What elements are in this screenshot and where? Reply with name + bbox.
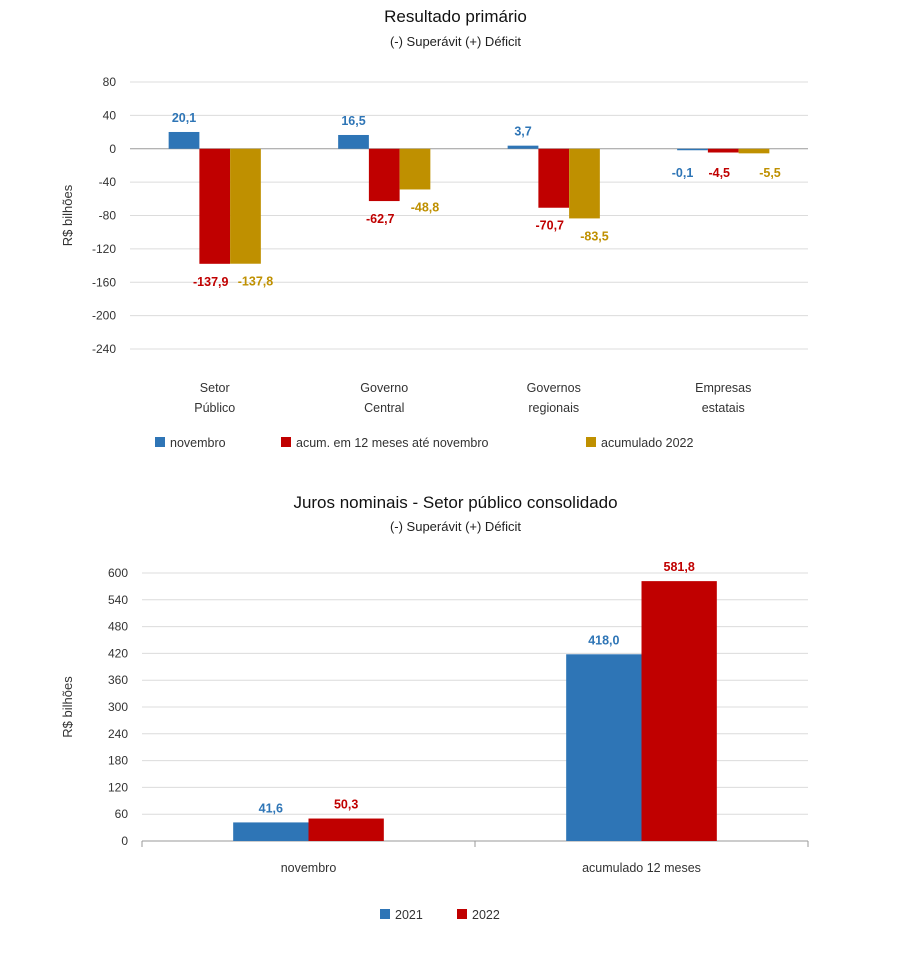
category-label: Central — [364, 401, 404, 415]
bar-2022 — [641, 581, 717, 841]
data-label: 581,8 — [664, 560, 695, 574]
legend-swatch — [457, 909, 467, 919]
category-label: regionais — [528, 401, 579, 415]
data-label: 3,7 — [514, 125, 531, 139]
chart-subtitle: (-) Superávit (+) Déficit — [390, 519, 521, 534]
y-tick-label: 40 — [103, 108, 117, 122]
legend-label: novembro — [170, 436, 226, 450]
y-tick-label: 420 — [108, 646, 128, 660]
bar-acum-em-12-meses-at-novembro — [538, 148, 570, 208]
bar-novembro — [338, 134, 369, 149]
y-tick-label: -200 — [92, 309, 116, 323]
data-label: 16,5 — [341, 114, 365, 128]
y-tick-label: 0 — [109, 142, 116, 156]
bar-acum-em-12-meses-at-novembro — [199, 148, 231, 264]
data-label: -137,9 — [193, 275, 228, 289]
data-label: -83,5 — [580, 229, 609, 243]
y-tick-label: 240 — [108, 727, 128, 741]
y-axis-label: R$ bilhões — [60, 184, 75, 246]
bar-acum-em-12-meses-at-novembro — [368, 148, 400, 202]
legend-swatch — [586, 437, 596, 447]
data-label: -48,8 — [411, 200, 440, 214]
category-label: estatais — [702, 401, 745, 415]
data-label: 418,0 — [588, 633, 619, 647]
chart-subtitle: (-) Superávit (+) Déficit — [390, 34, 521, 49]
y-tick-label: -240 — [92, 342, 116, 356]
bar-novembro — [677, 148, 708, 151]
legend-label: 2022 — [472, 908, 500, 922]
category-label: acumulado 12 meses — [582, 861, 701, 875]
y-tick-label: 120 — [108, 780, 128, 794]
data-label: -0,1 — [672, 166, 694, 180]
data-label: -4,5 — [708, 166, 730, 180]
data-label: 50,3 — [334, 798, 358, 812]
y-tick-label: 180 — [108, 754, 128, 768]
chart-juros-nominais-svg: Juros nominais - Setor público consolida… — [60, 493, 809, 922]
legend-label: acum. em 12 meses até novembro — [296, 436, 488, 450]
data-label: 41,6 — [259, 801, 283, 815]
bar-acumulado-2022 — [569, 148, 600, 219]
chart-resultado-primario-svg: Resultado primário (-) Superávit (+) Défi… — [60, 7, 808, 450]
bar-acumulado-2022 — [738, 148, 770, 154]
data-label: -137,8 — [238, 275, 273, 289]
y-tick-label: -160 — [92, 275, 116, 289]
legend-label: acumulado 2022 — [601, 436, 693, 450]
chart-resultado-primario: Resultado primário (-) Superávit (+) Défi… — [0, 0, 911, 470]
category-label: Governo — [360, 381, 408, 395]
bar-2022 — [308, 818, 384, 841]
data-label: -70,7 — [536, 219, 565, 233]
y-tick-label: -80 — [99, 209, 117, 223]
bar-acum-em-12-meses-at-novembro — [707, 148, 739, 153]
y-tick-label: 360 — [108, 673, 128, 687]
bar-acumulado-2022 — [230, 148, 261, 264]
category-label: Empresas — [695, 381, 751, 395]
y-tick-label: 540 — [108, 593, 128, 607]
legend-swatch — [281, 437, 291, 447]
data-label: 20,1 — [172, 111, 196, 125]
legend-swatch — [155, 437, 165, 447]
bar-acumulado-2022 — [399, 148, 431, 190]
chart-title: Juros nominais - Setor público consolida… — [293, 493, 617, 512]
y-tick-label: 300 — [108, 700, 128, 714]
chart-juros-nominais: Juros nominais - Setor público consolida… — [0, 478, 911, 955]
legend-label: 2021 — [395, 908, 423, 922]
category-label: Público — [194, 401, 235, 415]
data-label: -5,5 — [759, 166, 781, 180]
category-label: novembro — [281, 861, 337, 875]
y-tick-label: 60 — [115, 807, 129, 821]
bar-2021 — [233, 822, 309, 841]
y-tick-label: -40 — [99, 175, 117, 189]
chart-title: Resultado primário — [384, 7, 527, 26]
category-label: Governos — [527, 381, 581, 395]
y-tick-label: 600 — [108, 566, 128, 580]
legend-swatch — [380, 909, 390, 919]
y-axis-label: R$ bilhões — [60, 676, 75, 738]
y-tick-label: 80 — [103, 75, 117, 89]
bar-novembro — [168, 131, 200, 149]
category-label: Setor — [200, 381, 230, 395]
bar-2021 — [566, 654, 642, 841]
y-tick-label: 0 — [121, 834, 128, 848]
y-tick-label: 480 — [108, 620, 128, 634]
data-label: -62,7 — [366, 212, 395, 226]
bar-novembro — [507, 145, 539, 149]
y-tick-label: -120 — [92, 242, 116, 256]
